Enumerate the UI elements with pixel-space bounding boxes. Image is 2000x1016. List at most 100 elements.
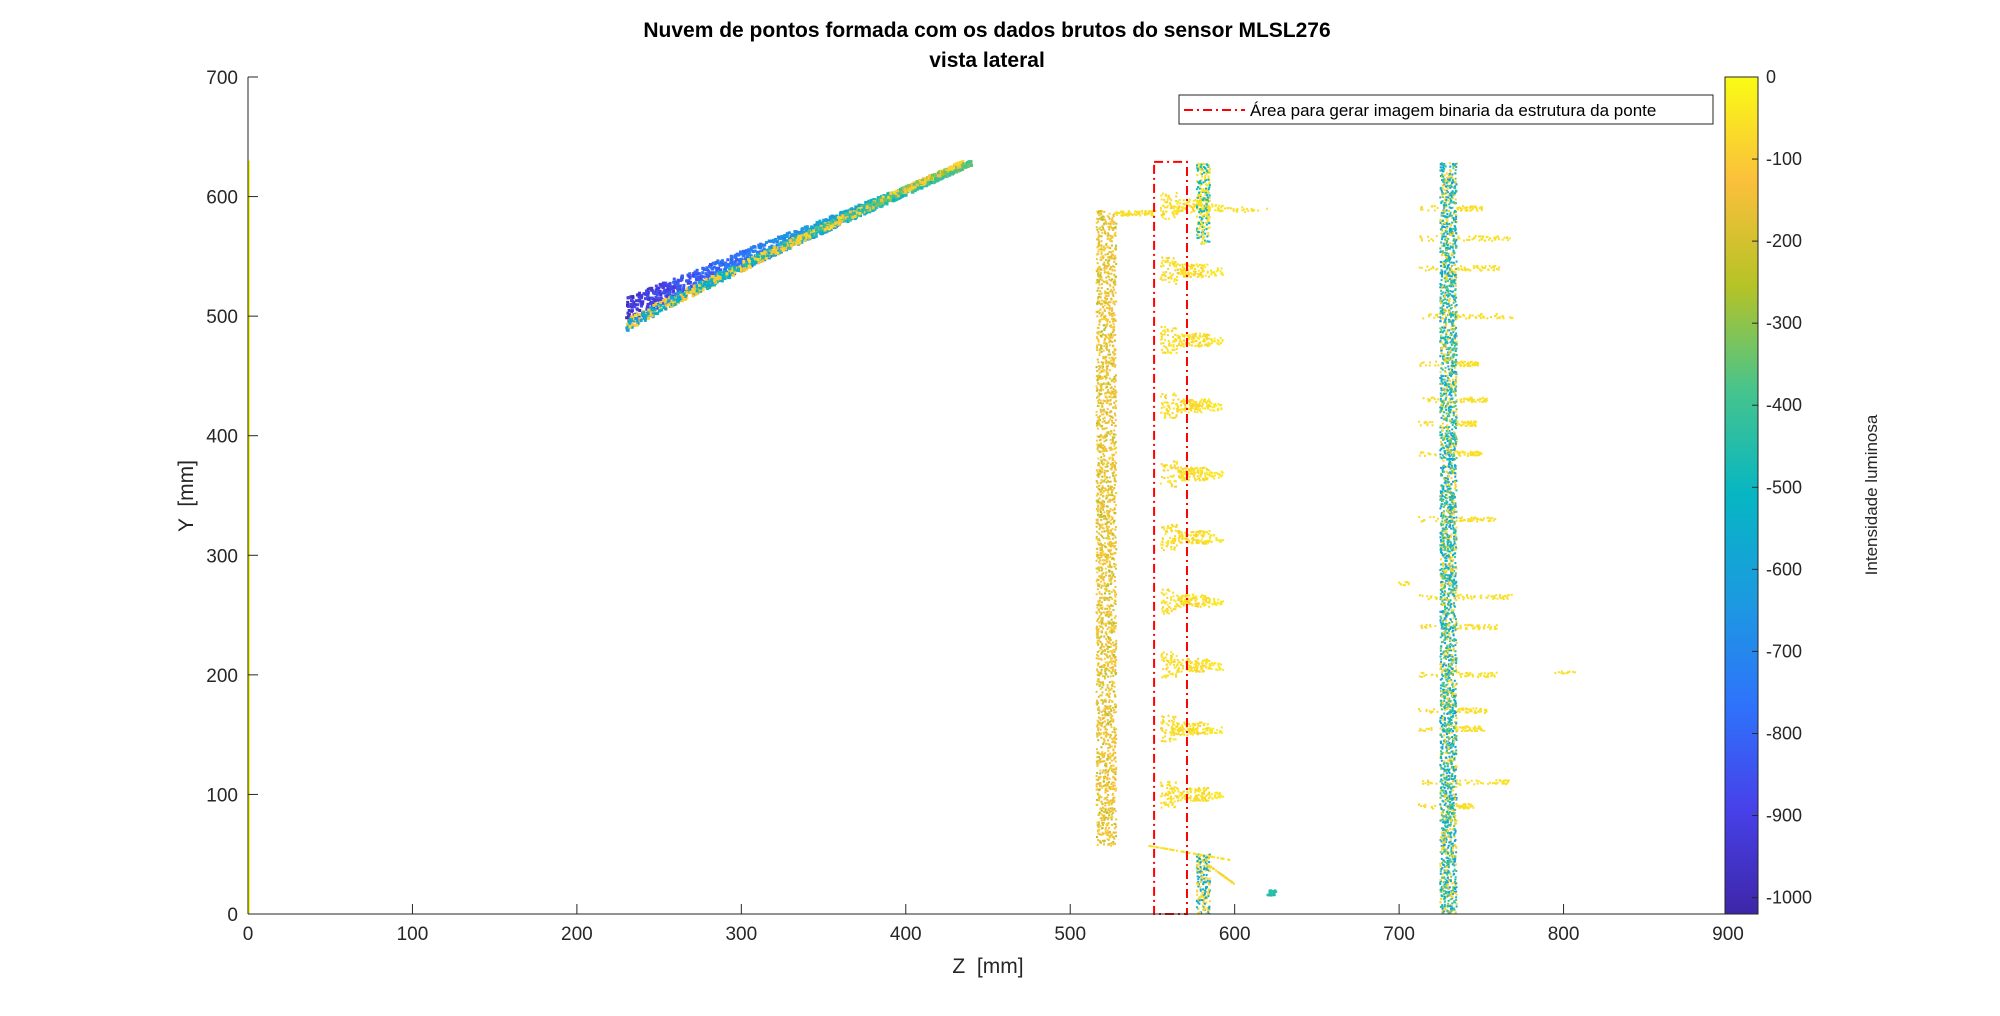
data-point: [846, 217, 850, 221]
data-point: [1097, 272, 1100, 275]
data-point: [1113, 508, 1116, 511]
data-point: [1114, 526, 1117, 529]
data-point: [1109, 418, 1112, 421]
data-point: [1102, 823, 1105, 826]
data-point: [1106, 834, 1109, 837]
data-point: [1107, 292, 1110, 295]
data-point: [1193, 722, 1196, 725]
data-point: [1113, 663, 1116, 666]
data-point: [691, 274, 695, 278]
data-point: [1115, 548, 1118, 551]
data-point: [1104, 337, 1107, 340]
data-point: [679, 293, 683, 297]
data-point: [918, 179, 922, 183]
data-point: [1107, 800, 1110, 803]
data-point: [1099, 551, 1102, 554]
data-point: [1107, 337, 1110, 340]
data-point: [750, 261, 754, 265]
data-point: [1113, 545, 1116, 548]
data-point: [1112, 441, 1115, 444]
data-point: [1099, 256, 1102, 259]
data-point: [664, 281, 668, 285]
data-point: [1113, 221, 1116, 224]
data-point: [1098, 625, 1101, 628]
data-point: [1112, 641, 1115, 644]
data-point: [1112, 436, 1115, 439]
data-point: [1100, 800, 1103, 803]
data-point: [1099, 575, 1102, 578]
data-point: [1108, 701, 1111, 704]
data-point: [1100, 258, 1103, 261]
data-point: [1114, 668, 1117, 671]
data-point: [1096, 843, 1099, 846]
data-point: [1111, 630, 1114, 633]
data-point: [1099, 402, 1102, 405]
data-point: [1095, 836, 1098, 839]
data-point: [657, 309, 661, 313]
data-point: [1103, 517, 1106, 520]
data-point: [669, 303, 673, 307]
data-point: [1097, 618, 1100, 621]
data-point: [1101, 839, 1104, 842]
data-point: [1110, 386, 1113, 389]
data-point: [848, 215, 852, 219]
data-point: [1112, 280, 1115, 283]
data-point: [757, 261, 761, 265]
data-point: [1097, 522, 1100, 525]
data-point: [1179, 734, 1182, 737]
data-point: [1105, 489, 1108, 492]
data-point: [739, 260, 743, 264]
data-point: [1194, 796, 1197, 799]
data-point: [1112, 213, 1115, 216]
data-point: [1102, 684, 1105, 687]
data-point: [1108, 395, 1111, 398]
data-point: [656, 296, 660, 300]
data-point: [1100, 240, 1103, 243]
data-point: [672, 280, 676, 284]
data-point: [1108, 650, 1111, 653]
data-point: [1097, 343, 1100, 346]
data-point: [1114, 593, 1117, 596]
data-point: [1107, 491, 1110, 494]
data-point: [1109, 582, 1112, 585]
data-point: [1108, 228, 1111, 231]
data-point: [1115, 787, 1118, 790]
data-point: [1108, 305, 1111, 308]
data-point: [1108, 605, 1111, 608]
data-point: [1112, 627, 1115, 630]
data-point: [1113, 385, 1116, 388]
data-point: [848, 212, 852, 216]
data-point: [1102, 645, 1105, 648]
data-point: [807, 233, 811, 237]
data-point: [962, 166, 966, 170]
data-point: [1189, 724, 1192, 727]
data-point: [1098, 371, 1101, 374]
data-point: [1195, 728, 1198, 731]
data-point: [1106, 407, 1109, 410]
data-point: [1098, 649, 1101, 652]
data-point: [1104, 772, 1107, 775]
data-point: [1106, 265, 1109, 268]
data-point: [1110, 572, 1113, 575]
data-point: [677, 295, 681, 299]
data-point: [1112, 649, 1115, 652]
data-point: [1097, 726, 1100, 729]
data-point: [1095, 701, 1098, 704]
data-point: [1097, 269, 1100, 272]
data-point: [897, 194, 901, 198]
data-point: [1190, 728, 1193, 731]
data-point: [665, 299, 669, 303]
data-point: [1095, 788, 1098, 791]
data-point: [1103, 440, 1106, 443]
data-point: [1164, 804, 1167, 807]
data-point: [1101, 485, 1104, 488]
data-point: [1106, 465, 1109, 468]
data-point: [695, 272, 699, 276]
data-point: [1105, 624, 1108, 627]
data-point: [878, 196, 882, 200]
data-point: [1096, 699, 1099, 702]
data-point: [1107, 530, 1110, 533]
data-point: [1102, 527, 1105, 530]
data-point: [1100, 596, 1103, 599]
data-point: [1107, 808, 1110, 811]
